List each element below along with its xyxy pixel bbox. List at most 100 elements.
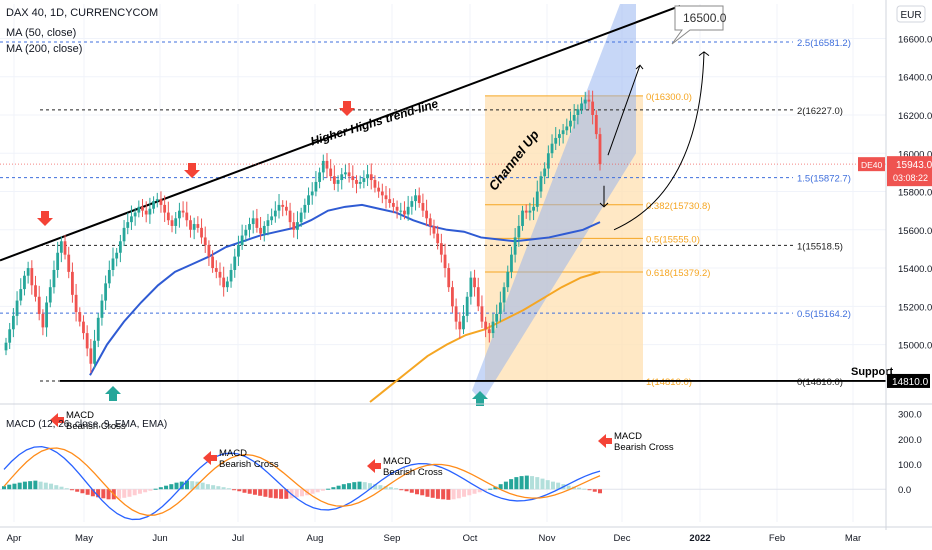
candle-body [535, 191, 539, 207]
candle-body [218, 271, 222, 278]
macd-histogram-bar [75, 489, 80, 492]
candle-body [104, 283, 108, 301]
candle-body [67, 254, 71, 272]
projection-down-arrowhead [599, 202, 609, 208]
candle-body [506, 271, 510, 288]
macd-histogram-bar [232, 489, 237, 491]
candle-body [284, 206, 288, 211]
candle-body [30, 268, 34, 286]
candle-body [48, 287, 52, 303]
macd-histogram-bar [420, 489, 425, 496]
fib-box-label: 0.618(15379.2) [646, 268, 710, 279]
macd-histogram-bar [503, 481, 508, 490]
time-tick-label: Mar [845, 533, 861, 544]
macd-note-subtitle: Bearish Cross [383, 467, 443, 478]
time-axis[interactable]: Apr May Jun Jul Aug Sep Oct Nov Dec 2022 Feb Mar [0, 526, 932, 544]
macd-histogram-bar [326, 488, 331, 490]
macd-histogram-bar [148, 489, 153, 491]
candle-body [303, 204, 307, 213]
currency-label: EUR [900, 10, 921, 21]
candle-body [214, 268, 218, 272]
target-callout-box [671, 5, 724, 45]
last-price-symbol: DE40 [861, 160, 883, 170]
candle-body [266, 220, 270, 226]
macd-histogram-bar [394, 488, 399, 490]
macd-histogram-bar [158, 487, 163, 490]
time-tick-label: Oct [463, 533, 478, 544]
candle-body [155, 199, 159, 202]
macd-histogram-bar [85, 489, 90, 495]
time-tick-label: Dec [614, 533, 631, 544]
macd-histogram-bar [143, 489, 148, 493]
candle-body [163, 204, 167, 213]
candle-body [100, 300, 104, 318]
price-tick-label: 15000.0 [898, 341, 932, 352]
candle-body [181, 210, 185, 213]
macd-tick-label: 0.0 [898, 485, 911, 496]
macd-legend: MACD (12, 26, close, 9, EMA, EMA) [6, 419, 167, 430]
currency-badge[interactable]: EUR [896, 5, 926, 23]
candle-body [111, 258, 115, 270]
candle-body [152, 201, 155, 209]
macd-histogram-bar [472, 489, 477, 494]
macd-histogram-bar [310, 489, 315, 494]
candle-body [310, 191, 314, 196]
macd-axis[interactable]: 300.0 200.0 100.0 0.0 [898, 410, 922, 497]
candle-body [351, 176, 355, 181]
candle-body [550, 143, 554, 154]
candle-body [421, 203, 425, 211]
macd-histogram-bar [378, 485, 383, 490]
candle-body [78, 312, 82, 322]
candle-body [336, 180, 340, 184]
price-axis[interactable]: 16600.0 16400.0 16200.0 16000.0 15800.0 15600… [885, 0, 932, 530]
macd-histogram-bar [451, 489, 456, 500]
fib-box-label: 0(16300.0) [646, 92, 692, 103]
candle-body [406, 206, 410, 215]
candle-body [454, 306, 458, 322]
candle-body [41, 313, 45, 328]
macd-histogram-bar [242, 489, 247, 493]
macd-histogram-bar [226, 488, 231, 490]
candle-body [59, 241, 63, 253]
macd-histogram-bar [221, 487, 226, 490]
candle-body [130, 216, 133, 223]
candle-body [185, 212, 189, 221]
candle-body [281, 204, 285, 207]
candle-body [192, 224, 196, 230]
macd-histogram-bar [577, 487, 582, 490]
macd-histogram-bar [294, 489, 299, 498]
time-tick-label: Jul [232, 533, 244, 544]
candle-body [561, 130, 565, 135]
macd-histogram-bar [582, 488, 587, 490]
macd-histogram-bar [435, 489, 440, 499]
candle-body [583, 99, 587, 104]
fib-label: 1(15518.5) [797, 241, 843, 252]
bullish-arrow-icon [105, 386, 121, 401]
bearish-cross-arrow-icon [203, 451, 217, 465]
macd-histogram-bar [80, 489, 85, 494]
candle-body [141, 206, 144, 211]
macd-histogram-bar [252, 489, 257, 495]
macd-histogram-bar [530, 476, 535, 490]
candle-body [362, 178, 366, 182]
support-label: Support [851, 366, 893, 378]
candle-body [82, 321, 85, 334]
candle-body [244, 229, 248, 236]
macd-histogram-bar [598, 489, 602, 494]
macd-histogram-bar [216, 486, 221, 490]
candle-body [417, 195, 421, 203]
ma50-legend: MA (50, close) [6, 27, 76, 39]
candle-body [166, 212, 170, 221]
candle-body [399, 210, 403, 212]
macd-note-subtitle: Bearish Cross [219, 459, 279, 470]
macd-histogram-bar [467, 489, 472, 496]
candle-body [432, 225, 436, 234]
target-callout-text: 16500.0 [683, 11, 727, 25]
candle-body [229, 269, 233, 282]
candle-body [277, 204, 281, 211]
candle-body [498, 302, 502, 314]
higher-highs-trend-line [0, 4, 681, 262]
macd-histogram-bar [258, 489, 263, 496]
macd-note-title: MACD [219, 448, 247, 459]
